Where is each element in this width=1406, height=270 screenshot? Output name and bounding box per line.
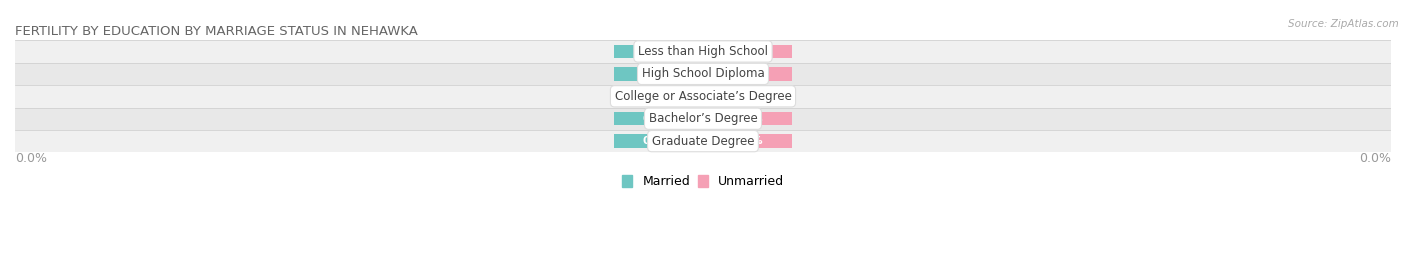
Bar	[613, 112, 703, 126]
Bar	[15, 63, 1391, 85]
Bar	[15, 107, 1391, 130]
Bar	[613, 134, 703, 148]
Text: 0.0%: 0.0%	[643, 114, 673, 124]
Text: 0.0%: 0.0%	[733, 114, 763, 124]
Bar	[703, 67, 793, 81]
Text: 0.0%: 0.0%	[643, 136, 673, 146]
Bar	[15, 130, 1391, 152]
Text: Less than High School: Less than High School	[638, 45, 768, 58]
Text: 0.0%: 0.0%	[1360, 152, 1391, 165]
Bar	[703, 112, 793, 126]
Text: 0.0%: 0.0%	[643, 69, 673, 79]
Bar	[703, 134, 793, 148]
Text: 0.0%: 0.0%	[643, 46, 673, 56]
Text: FERTILITY BY EDUCATION BY MARRIAGE STATUS IN NEHAWKA: FERTILITY BY EDUCATION BY MARRIAGE STATU…	[15, 25, 418, 38]
Bar	[15, 40, 1391, 63]
Text: 0.0%: 0.0%	[733, 91, 763, 101]
Text: 0.0%: 0.0%	[733, 69, 763, 79]
Bar	[613, 67, 703, 81]
Bar	[15, 85, 1391, 107]
Legend: Married, Unmarried: Married, Unmarried	[617, 170, 789, 193]
Text: Graduate Degree: Graduate Degree	[652, 135, 754, 148]
Text: 0.0%: 0.0%	[733, 136, 763, 146]
Bar	[703, 90, 793, 103]
Bar	[613, 45, 703, 58]
Text: Source: ZipAtlas.com: Source: ZipAtlas.com	[1288, 19, 1399, 29]
Bar	[703, 45, 793, 58]
Text: Bachelor’s Degree: Bachelor’s Degree	[648, 112, 758, 125]
Text: High School Diploma: High School Diploma	[641, 68, 765, 80]
Text: 0.0%: 0.0%	[15, 152, 46, 165]
Bar	[613, 90, 703, 103]
Text: College or Associate’s Degree: College or Associate’s Degree	[614, 90, 792, 103]
Text: 0.0%: 0.0%	[733, 46, 763, 56]
Text: 0.0%: 0.0%	[643, 91, 673, 101]
